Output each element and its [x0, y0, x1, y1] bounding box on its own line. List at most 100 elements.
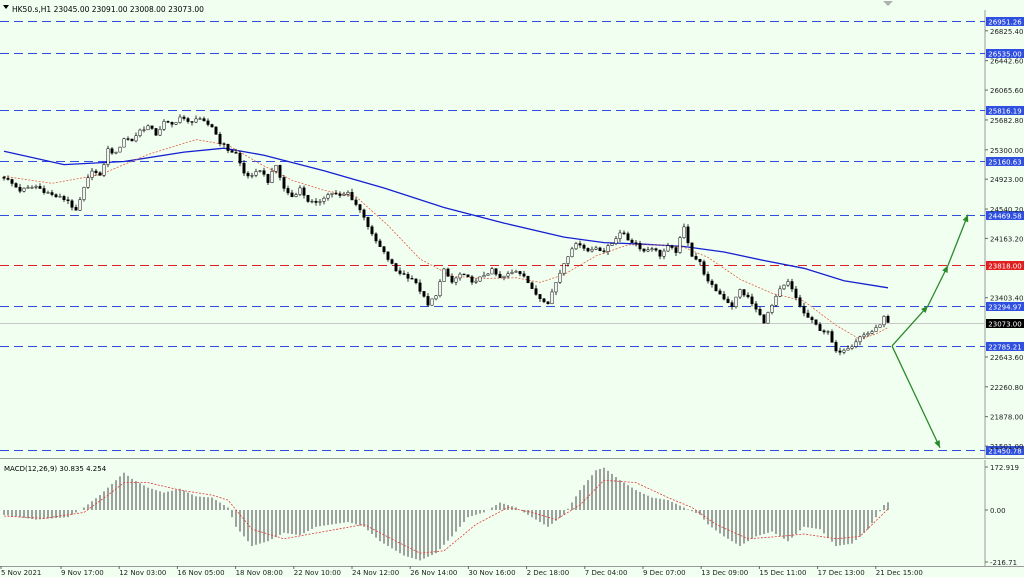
candle-body-145 — [582, 244, 586, 249]
candle-body-23 — [94, 170, 98, 173]
level-price-label-5: 23818.00 — [988, 263, 1021, 271]
candle-body-82 — [330, 192, 334, 195]
forecast-arrowhead-1 — [942, 265, 948, 273]
candlesticks — [2, 114, 890, 356]
candle-body-218 — [874, 327, 878, 332]
candle-body-104 — [418, 282, 422, 292]
level-price-tag-1 — [986, 49, 1024, 58]
candle-body-199 — [798, 297, 802, 307]
time-axis: 5 Nov 2021 9 Nov 17:00 12 Nov 03:00 16 Nov … — [0, 566, 923, 577]
candle-body-174 — [698, 259, 702, 262]
candle-body-48 — [194, 118, 198, 123]
time-tick-label-10: 7 Dec 04:00 — [585, 569, 628, 577]
candle-body-128 — [514, 271, 518, 273]
current-price-tag — [986, 319, 1024, 328]
candle-body-81 — [326, 194, 330, 199]
price-axis: 26951.26 26535.00 25816.19 25160.63 24469.58… — [985, 17, 1024, 456]
candle-body-32 — [130, 138, 134, 142]
candle-body-40 — [162, 121, 166, 130]
candle-body-25 — [102, 164, 106, 176]
candle-body-163 — [654, 248, 658, 251]
candle-body-33 — [134, 135, 138, 142]
forecast-down-arrow-3[interactable] — [891, 345, 941, 448]
symbol-dropdown-icon[interactable] — [3, 5, 9, 9]
time-tick-label-3: 16 Nov 05:00 — [177, 569, 224, 577]
candle-body-31 — [126, 138, 130, 140]
chart-shift-marker-icon[interactable] — [883, 1, 893, 6]
candle-body-140 — [562, 263, 566, 274]
candle-body-137 — [550, 291, 554, 305]
price-tick-label-9: 22643.60 — [990, 354, 1023, 362]
price-tick-label-11: 21878.00 — [990, 414, 1023, 422]
candle-body-116 — [466, 274, 470, 278]
candle-body-119 — [478, 276, 482, 282]
candle-body-208 — [834, 342, 838, 352]
candle-body-216 — [866, 333, 870, 336]
candle-body-66 — [266, 174, 270, 183]
candle-body-102 — [410, 278, 414, 280]
candle-body-64 — [258, 170, 262, 172]
time-tick-label-8: 30 Nov 16:00 — [468, 569, 515, 577]
price-tick-label-0: 26825.40 — [990, 28, 1023, 36]
candle-body-26 — [106, 148, 110, 165]
candle-body-50 — [202, 118, 206, 122]
candle-body-9 — [38, 186, 42, 189]
candle-body-20 — [82, 187, 86, 200]
candle-body-65 — [262, 170, 266, 175]
forecast-up-arrow-2[interactable] — [947, 214, 969, 266]
price-tick-label-12: 21501.00 — [990, 443, 1023, 451]
candle-body-147 — [590, 249, 594, 252]
candle-body-42 — [170, 122, 174, 125]
candle-body-129 — [518, 271, 522, 275]
moving-averages — [3, 139, 889, 340]
candle-body-93 — [374, 233, 378, 242]
candle-body-138 — [554, 282, 558, 293]
candle-body-214 — [858, 336, 862, 343]
candle-body-152 — [610, 243, 614, 246]
candle-body-84 — [338, 193, 342, 196]
candle-body-156 — [626, 233, 630, 241]
candle-body-201 — [806, 312, 810, 318]
candle-body-56 — [226, 144, 230, 151]
candle-body-162 — [650, 248, 654, 250]
candle-body-158 — [634, 242, 638, 244]
candle-body-130 — [522, 273, 526, 277]
candle-body-97 — [390, 259, 394, 264]
macd-panel: 172.919 0.00 -216.71 — [3, 464, 1019, 567]
candle-body-4 — [18, 186, 22, 192]
candle-body-213 — [854, 341, 858, 347]
candle-body-111 — [446, 268, 450, 277]
candle-body-150 — [602, 250, 606, 252]
macd-label: MACD(12,26,9) 30.835 4.254 — [4, 465, 107, 473]
candle-body-117 — [470, 276, 474, 283]
candle-body-99 — [398, 270, 402, 274]
candle-body-112 — [450, 275, 454, 283]
level-price-tag-7 — [986, 342, 1024, 351]
candle-body-10 — [42, 188, 46, 193]
candle-body-113 — [454, 277, 458, 283]
price-tick-label-3: 25682.80 — [990, 117, 1023, 125]
candle-body-165 — [662, 250, 666, 257]
symbol-ohlc-label: HK50.s,H1 23045.00 23091.00 23008.00 230… — [12, 5, 204, 14]
candle-body-69 — [278, 165, 282, 178]
candle-body-51 — [206, 120, 210, 125]
candle-body-149 — [598, 247, 602, 252]
candle-body-107 — [430, 298, 434, 306]
candle-body-178 — [714, 284, 718, 292]
price-tick-label-10: 22260.80 — [990, 384, 1023, 392]
candle-body-90 — [362, 209, 366, 218]
candle-body-176 — [706, 273, 710, 282]
candle-body-142 — [570, 248, 574, 258]
forecast-up-segment-1[interactable] — [927, 265, 949, 307]
current-price-label: 23073.00 — [988, 321, 1021, 329]
candle-body-123 — [494, 268, 498, 275]
candle-body-157 — [630, 239, 634, 243]
candle-body-27 — [110, 148, 114, 154]
candle-body-197 — [790, 281, 794, 290]
forecast-up-segment-0[interactable] — [891, 305, 929, 347]
candle-body-154 — [618, 232, 622, 239]
candle-body-30 — [122, 138, 126, 148]
candle-body-188 — [754, 303, 758, 310]
candle-body-179 — [718, 290, 722, 295]
